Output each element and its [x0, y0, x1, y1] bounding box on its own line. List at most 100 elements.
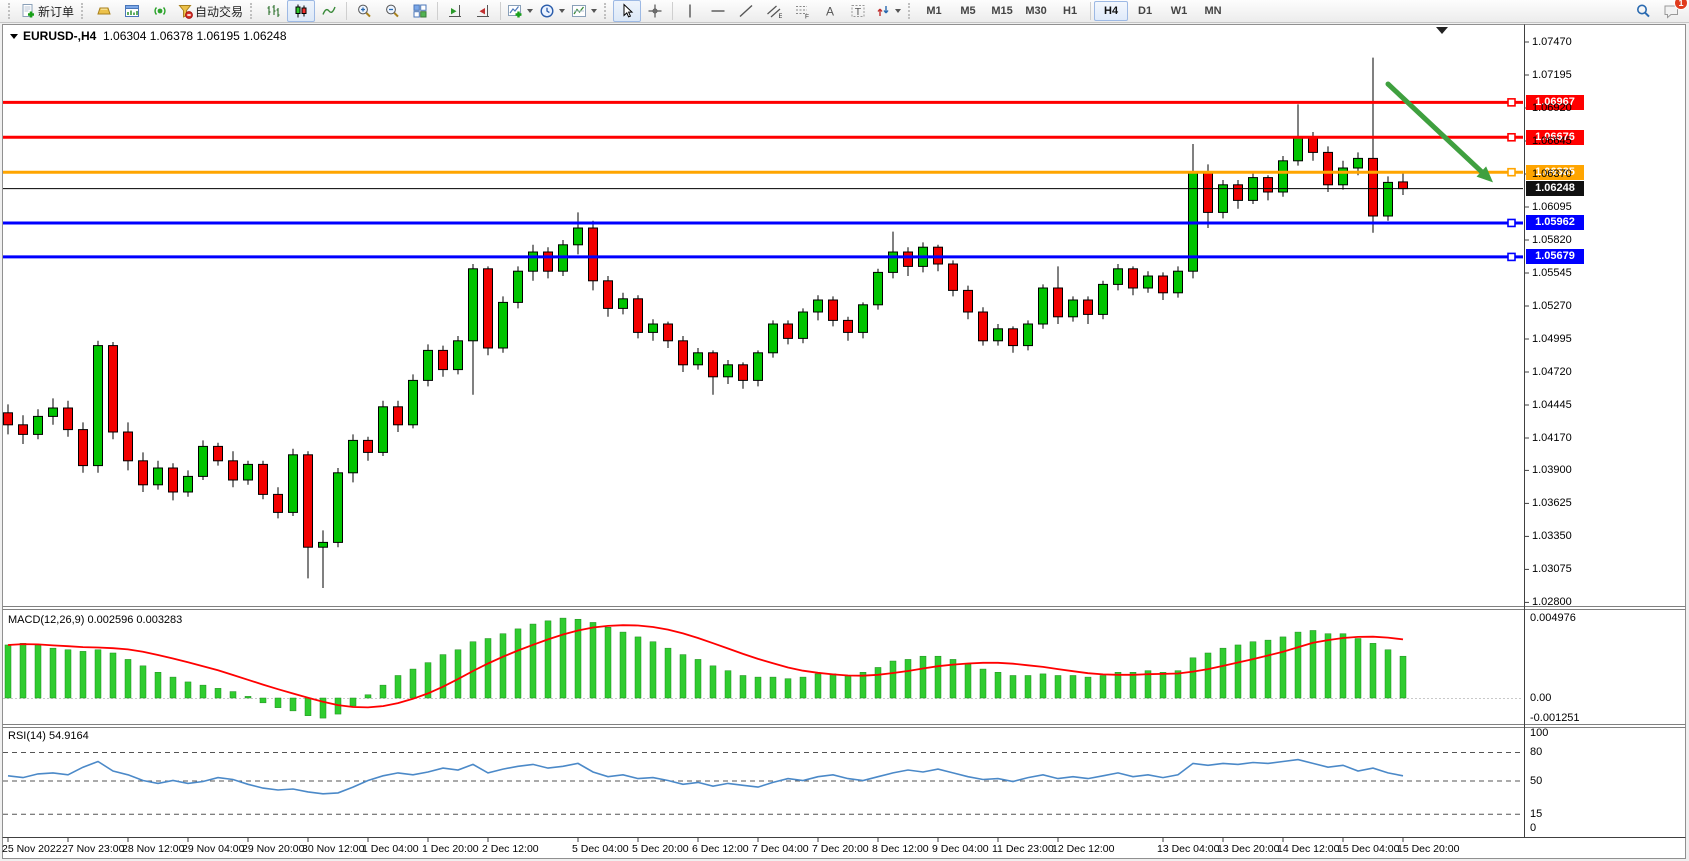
text-label-tool-button[interactable]: T: [844, 0, 872, 22]
candle-bearish: [3, 412, 13, 426]
search-button[interactable]: [1629, 0, 1657, 22]
timeframe-button-d1[interactable]: D1: [1138, 5, 1153, 17]
toolbar-separator: [672, 2, 674, 20]
candle-bearish: [1158, 275, 1168, 294]
toolbar-separator: [500, 2, 502, 20]
candle-bearish: [138, 460, 148, 486]
candle-bullish: [798, 311, 808, 339]
timeframe-button-h4[interactable]: H4: [1094, 1, 1129, 21]
candle-bearish: [738, 364, 748, 381]
candle-bullish: [1098, 283, 1108, 315]
crosshair-tool-button[interactable]: [641, 0, 669, 22]
macd-bar: [1009, 675, 1017, 699]
horizontal-line-tool-button[interactable]: [704, 0, 732, 22]
level-anchor-square: [1507, 167, 1516, 177]
candle-bearish: [1368, 157, 1378, 217]
candle-bullish: [1383, 181, 1393, 217]
macd-bar: [979, 668, 987, 699]
chart-shift-marker-icon: [1436, 27, 1448, 34]
zoom-out-button[interactable]: [378, 0, 406, 22]
candle-bullish: [243, 463, 253, 481]
new-order-icon: [22, 4, 34, 18]
templates-button[interactable]: [568, 0, 600, 22]
timeframe-button-w1[interactable]: W1: [1170, 5, 1188, 17]
candle-bullish: [528, 251, 538, 272]
candle-bearish: [843, 319, 853, 333]
chart-window-button[interactable]: [118, 0, 146, 22]
zoom-in-button[interactable]: [350, 0, 378, 22]
candle-bullish: [873, 271, 883, 306]
candle-bearish: [393, 406, 403, 426]
candle-bearish: [978, 311, 988, 342]
candle-bullish: [1068, 299, 1078, 318]
tile-windows-button[interactable]: [406, 0, 434, 22]
chart-canvas[interactable]: EURUSD-,H4 1.06304 1.06378 1.06195 1.062…: [0, 23, 1689, 861]
timeframe-button-m1[interactable]: M1: [926, 5, 942, 17]
fibonacci-tool-button[interactable]: F: [788, 0, 816, 22]
timeframe-group: M1 M5 M15 M30 H1 H4 D1 W1 MN: [917, 1, 1230, 21]
vertical-line-tool-button[interactable]: [676, 0, 704, 22]
cursor-icon: [623, 3, 634, 18]
toolbar: 新订单: [0, 0, 1689, 23]
candle-bearish: [678, 340, 688, 366]
chart-shift-icon: [477, 5, 490, 17]
candle-bullish: [993, 328, 1003, 342]
candle-bearish: [828, 299, 838, 321]
svg-text:A: A: [826, 5, 834, 19]
trendline-tool-button[interactable]: [732, 0, 760, 22]
macd-bar: [109, 652, 117, 699]
crosshair-icon: [648, 4, 662, 18]
dropdown-caret: [895, 9, 902, 13]
bar-chart-icon: [267, 5, 280, 17]
candle-bullish: [408, 379, 418, 426]
macd-bar: [1204, 652, 1212, 699]
macd-bar: [664, 647, 672, 699]
chart-shift-button[interactable]: [469, 0, 497, 22]
macd-bar: [1399, 655, 1407, 699]
macd-bar: [919, 655, 927, 699]
line-chart-button[interactable]: [315, 0, 343, 22]
macd-bar: [1069, 675, 1077, 699]
macd-bar: [604, 627, 612, 699]
macd-bar: [1174, 670, 1182, 699]
macd-bar: [964, 663, 972, 699]
candle-bullish: [813, 299, 823, 313]
macd-bar: [1054, 675, 1062, 699]
candle-bearish: [783, 323, 793, 339]
macd-bar: [619, 631, 627, 699]
timeframe-button-mn[interactable]: MN: [1204, 5, 1222, 17]
candle-bullish: [753, 352, 763, 381]
auto-trading-button[interactable]: 自动交易: [174, 0, 246, 22]
candlestick-chart-button[interactable]: [287, 0, 316, 22]
macd-bar: [1024, 675, 1032, 699]
chart-frame: [2, 24, 1686, 859]
arrows-tool-button[interactable]: [872, 0, 904, 22]
chat-button[interactable]: 1: [1657, 0, 1688, 22]
candle-bearish: [273, 493, 283, 513]
bar-chart-button[interactable]: [259, 0, 287, 22]
channel-icon: E: [767, 5, 783, 19]
candle-bullish: [1173, 270, 1183, 294]
macd-bar: [49, 647, 57, 699]
cursor-tool-button[interactable]: [613, 0, 642, 22]
timeframe-button-h1[interactable]: H1: [1063, 5, 1078, 17]
svg-text:E: E: [779, 13, 783, 19]
macd-bar: [1369, 643, 1377, 699]
text-tool-button[interactable]: A: [816, 0, 844, 22]
periods-button[interactable]: [536, 0, 568, 22]
signals-button[interactable]: [146, 0, 174, 22]
equidistant-channel-tool-button[interactable]: E: [760, 0, 788, 22]
indicators-button[interactable]: [504, 0, 536, 22]
macd-bar: [934, 655, 942, 699]
timeframe-button-m30[interactable]: M30: [1025, 5, 1047, 17]
market-watch-button[interactable]: [90, 0, 118, 22]
macd-bar: [424, 662, 432, 699]
macd-bar: [79, 651, 87, 699]
timeframe-button-m5[interactable]: M5: [960, 5, 976, 17]
scroll-to-end-button[interactable]: [441, 0, 469, 22]
macd-bar: [19, 643, 27, 699]
candle-bearish: [123, 431, 133, 462]
candle-bearish: [1263, 177, 1273, 193]
timeframe-button-m15[interactable]: M15: [991, 5, 1013, 17]
new-order-button[interactable]: 新订单: [17, 0, 77, 22]
